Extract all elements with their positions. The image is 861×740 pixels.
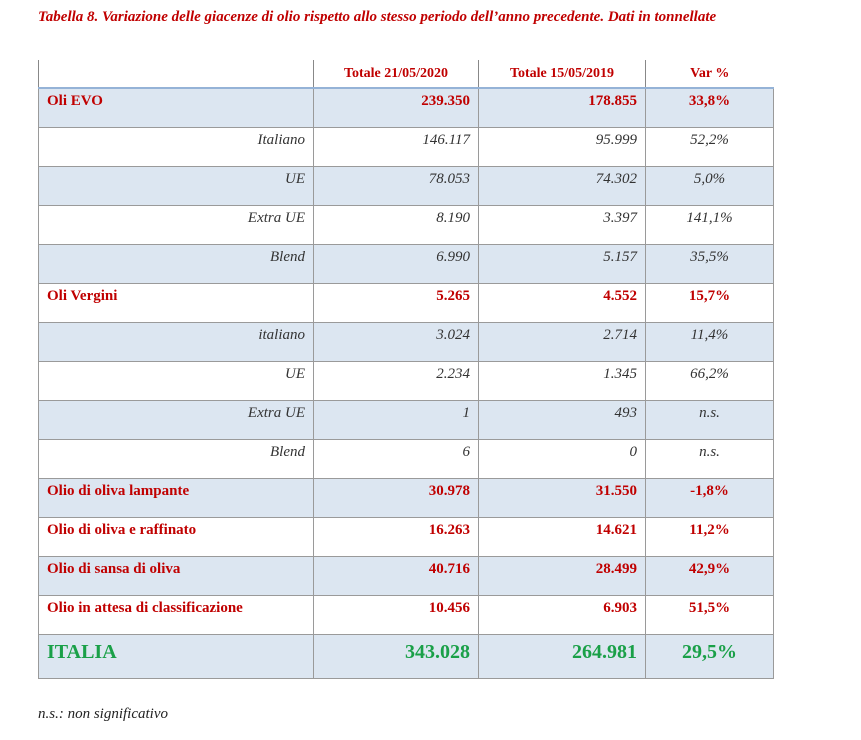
table-row: italiano 3.024 2.714 11,4% xyxy=(38,321,774,362)
cell: 33,8% xyxy=(645,87,774,128)
cell: 8.190 xyxy=(313,204,479,245)
row-label: Olio di sansa di oliva xyxy=(38,555,314,596)
table-row: Oli Vergini 5.265 4.552 15,7% xyxy=(38,282,774,323)
cell: 3.397 xyxy=(478,204,646,245)
cell: 141,1% xyxy=(645,204,774,245)
cell: 4.552 xyxy=(478,282,646,323)
cell: 95.999 xyxy=(478,126,646,167)
cell: 5.157 xyxy=(478,243,646,284)
footnote: n.s.: non significativo xyxy=(38,706,168,722)
cell: 40.716 xyxy=(313,555,479,596)
table-row: Blend 6.990 5.157 35,5% xyxy=(38,243,774,284)
cell: 30.978 xyxy=(313,477,479,518)
cell: 14.621 xyxy=(478,516,646,557)
table-row: Extra UE 1 493 n.s. xyxy=(38,399,774,440)
cell: 6.903 xyxy=(478,594,646,635)
row-label: Olio di oliva e raffinato xyxy=(38,516,314,557)
cell: 15,7% xyxy=(645,282,774,323)
column-header: Totale 21/05/2020 xyxy=(313,60,479,89)
table-row: UE 2.234 1.345 66,2% xyxy=(38,360,774,401)
cell: 6 xyxy=(313,438,479,479)
row-label: Extra UE xyxy=(38,399,314,440)
cell: 35,5% xyxy=(645,243,774,284)
table-row: Italiano 146.117 95.999 52,2% xyxy=(38,126,774,167)
row-label: UE xyxy=(38,360,314,401)
table-row: UE 78.053 74.302 5,0% xyxy=(38,165,774,206)
header-row: Totale 21/05/2020 Totale 15/05/2019 Var % xyxy=(38,60,774,89)
cell: 29,5% xyxy=(645,633,774,679)
cell: 78.053 xyxy=(313,165,479,206)
cell: 3.024 xyxy=(313,321,479,362)
cell: 28.499 xyxy=(478,555,646,596)
cell: 66,2% xyxy=(645,360,774,401)
table-body: Oli EVO 239.350 178.855 33,8% Italiano 146.11… xyxy=(38,87,774,679)
cell: 146.117 xyxy=(313,126,479,167)
table-row: Olio di sansa di oliva 40.716 28.499 42,9% xyxy=(38,555,774,596)
row-label: Olio in attesa di classificazione xyxy=(38,594,314,635)
cell: 16.263 xyxy=(313,516,479,557)
cell: 2.714 xyxy=(478,321,646,362)
cell: 2.234 xyxy=(313,360,479,401)
cell: 10.456 xyxy=(313,594,479,635)
cell: 6.990 xyxy=(313,243,479,284)
cell: 11,4% xyxy=(645,321,774,362)
cell: 51,5% xyxy=(645,594,774,635)
cell: 1.345 xyxy=(478,360,646,401)
cell: n.s. xyxy=(645,438,774,479)
cell: 31.550 xyxy=(478,477,646,518)
row-label: Italiano xyxy=(38,126,314,167)
cell: 343.028 xyxy=(313,633,479,679)
row-label: Blend xyxy=(38,438,314,479)
row-label: Oli Vergini xyxy=(38,282,314,323)
cell: -1,8% xyxy=(645,477,774,518)
cell: 74.302 xyxy=(478,165,646,206)
table-row: Blend 6 0 n.s. xyxy=(38,438,774,479)
row-label: Extra UE xyxy=(38,204,314,245)
row-label: Olio di oliva lampante xyxy=(38,477,314,518)
row-label: Oli EVO xyxy=(38,87,314,128)
row-label: Blend xyxy=(38,243,314,284)
table-row: Olio di oliva lampante 30.978 31.550 -1,8% xyxy=(38,477,774,518)
table-title: Tabella 8. Variazione delle giacenze di … xyxy=(38,9,717,25)
cell: 0 xyxy=(478,438,646,479)
column-header: Totale 15/05/2019 xyxy=(478,60,646,89)
cell: 42,9% xyxy=(645,555,774,596)
row-label: ITALIA xyxy=(38,633,314,679)
row-label: UE xyxy=(38,165,314,206)
cell: 5,0% xyxy=(645,165,774,206)
data-table: Totale 21/05/2020 Totale 15/05/2019 Var % … xyxy=(38,60,774,679)
table-row: Extra UE 8.190 3.397 141,1% xyxy=(38,204,774,245)
table-row: Olio in attesa di classificazione 10.456 6… xyxy=(38,594,774,635)
table-row: ITALIA 343.028 264.981 29,5% xyxy=(38,633,774,679)
cell: 264.981 xyxy=(478,633,646,679)
cell: 239.350 xyxy=(313,87,479,128)
table-row: Olio di oliva e raffinato 16.263 14.621 11,… xyxy=(38,516,774,557)
table-row: Oli EVO 239.350 178.855 33,8% xyxy=(38,87,774,128)
cell: 493 xyxy=(478,399,646,440)
cell: 52,2% xyxy=(645,126,774,167)
column-header: Var % xyxy=(645,60,774,89)
header-cell xyxy=(38,60,314,89)
cell: 1 xyxy=(313,399,479,440)
cell: n.s. xyxy=(645,399,774,440)
row-label: italiano xyxy=(38,321,314,362)
cell: 11,2% xyxy=(645,516,774,557)
cell: 5.265 xyxy=(313,282,479,323)
cell: 178.855 xyxy=(478,87,646,128)
